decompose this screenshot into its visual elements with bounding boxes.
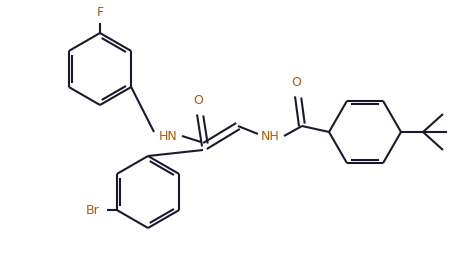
Text: HN: HN [159, 130, 177, 142]
Text: F: F [96, 7, 104, 20]
Text: Br: Br [86, 203, 100, 216]
Text: O: O [291, 75, 301, 88]
Text: NH: NH [260, 130, 279, 142]
Text: O: O [193, 93, 203, 106]
